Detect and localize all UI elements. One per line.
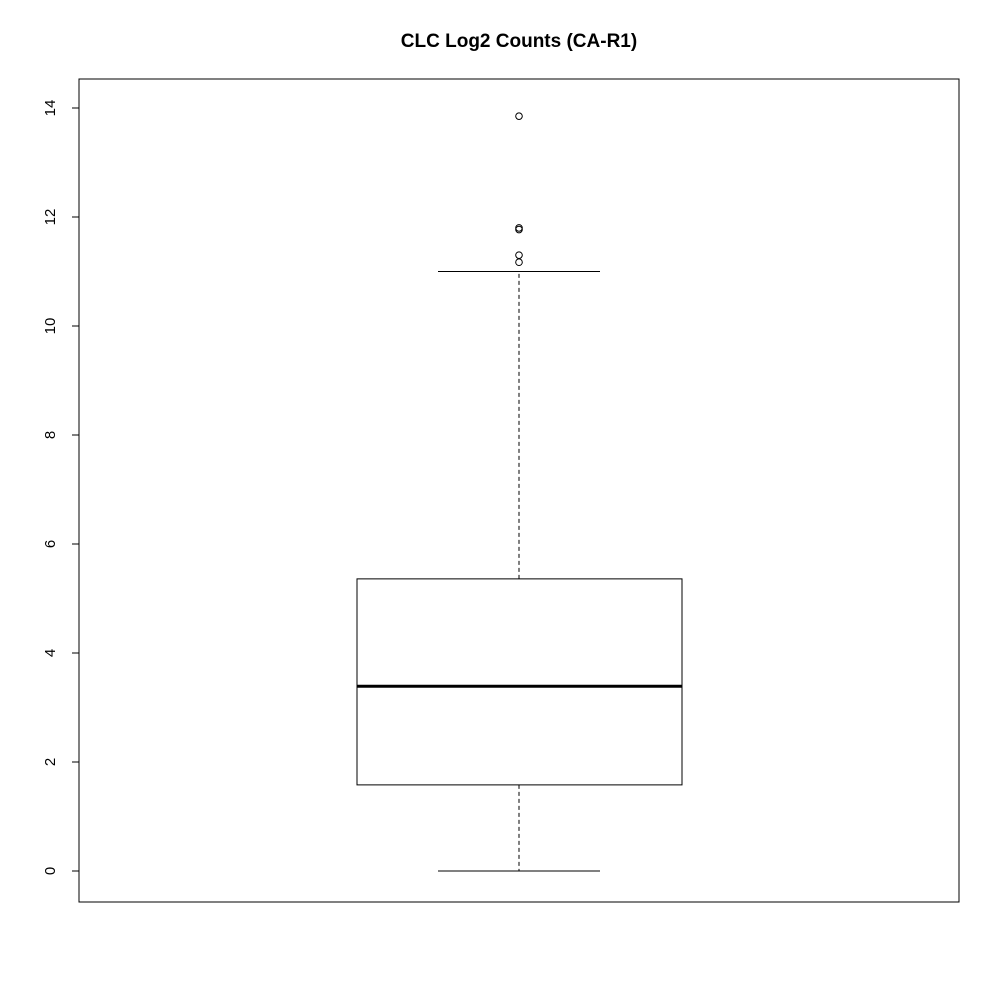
y-tick-label: 2 [42,758,59,766]
y-tick-label: 10 [42,318,59,335]
y-tick-label: 14 [42,100,59,117]
iqr-box [356,578,683,786]
outlier-point [515,112,523,120]
y-tick-label: 6 [42,540,59,548]
outlier-point [515,258,523,267]
y-tick-label: 4 [42,649,59,657]
y-tick-label: 12 [42,209,59,226]
outlier-point [515,251,523,259]
y-tick-label: 0 [42,867,59,875]
outliers [515,112,523,267]
y-axis: 0 2 4 6 8 10 12 14 [42,100,80,875]
box-plot [356,271,683,872]
chart-title: CLC Log2 Counts (CA-R1) [401,31,637,52]
y-tick-label: 8 [42,431,59,439]
outlier-point [515,224,523,232]
